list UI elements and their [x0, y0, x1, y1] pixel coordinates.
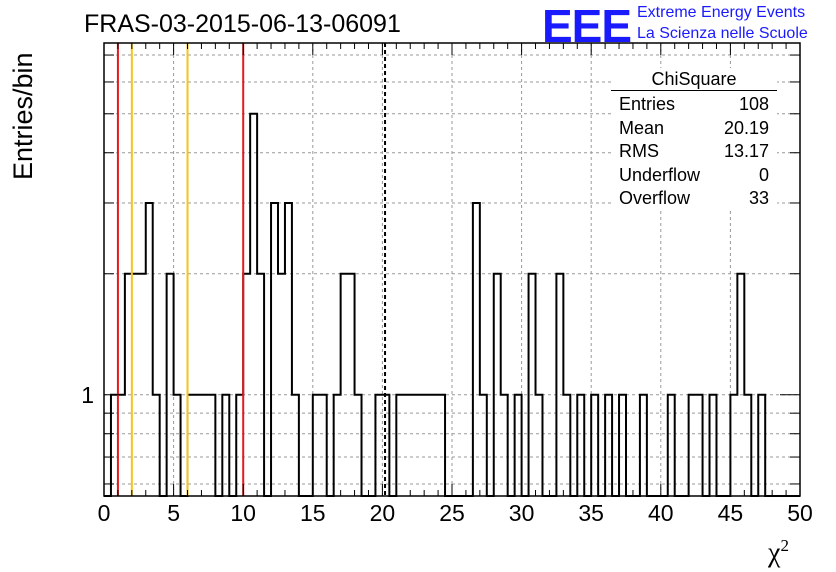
x-tick-label: 45 [718, 500, 744, 526]
stats-key: Mean [619, 117, 665, 138]
stats-value: 33 [748, 188, 769, 208]
x-axis-label: χ2 [768, 536, 789, 569]
stats-value: 13.17 [723, 141, 769, 161]
x-tick-label: 25 [439, 500, 465, 526]
stats-key: RMS [619, 141, 659, 161]
chart-title: FRAS-03-2015-06-13-06091 [84, 10, 401, 38]
stats-row: Entries 108 [611, 93, 777, 117]
x-tick-label: 40 [648, 500, 674, 526]
x-tick-label: 10 [230, 500, 256, 526]
stats-key: Underflow [619, 164, 701, 185]
x-tick-label: 50 [787, 500, 813, 526]
stats-key: Entries [619, 94, 676, 114]
eee-logo: EEE [542, 0, 632, 52]
logo-line-2: La Scienza nelle Scuole [637, 25, 808, 42]
stats-key: Overflow [619, 188, 691, 208]
stats-row: RMS 13.17 [611, 140, 777, 164]
stats-title: ChiSquare [611, 68, 777, 91]
stats-row: Underflow 0 [611, 164, 777, 188]
x-tick-label: 30 [509, 500, 535, 526]
stats-value: 20.19 [723, 117, 769, 138]
stats-value: 0 [758, 164, 769, 185]
x-tick-label: 15 [300, 500, 326, 526]
y-axis-label: Entries/bin [8, 52, 38, 180]
stats-box: ChiSquare Entries 108 Mean 20.19 RMS 13.17 … [611, 68, 777, 209]
stats-row: Mean 20.19 [611, 117, 777, 141]
logo-line-1: Extreme Energy Events [637, 4, 806, 21]
x-tick-label: 0 [98, 500, 111, 526]
x-tick-label: 20 [370, 500, 396, 526]
y-tick-label: 1 [81, 382, 94, 408]
x-tick-label: 5 [167, 500, 180, 526]
stats-row: Overflow 33 [611, 187, 777, 211]
stats-value: 108 [738, 94, 769, 114]
x-tick-label: 35 [578, 500, 604, 526]
